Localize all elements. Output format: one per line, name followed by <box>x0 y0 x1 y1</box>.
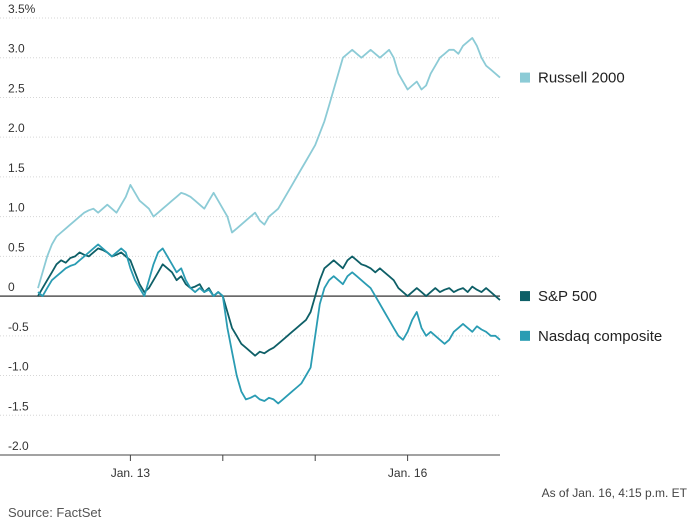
series-line-s-p-500 <box>37 247 501 357</box>
legend-swatch-nasdaq-composite <box>520 330 530 341</box>
y-tick-label: 1.5 <box>8 161 25 175</box>
legend-label-russell-2000: Russell 2000 <box>538 70 625 87</box>
gridlines <box>0 17 500 456</box>
y-tick-label: 2.0 <box>8 121 25 135</box>
legend-swatch-russell-2000 <box>520 72 530 83</box>
x-tick-label: Jan. 13 <box>111 466 151 480</box>
legend: Russell 2000 S&P 500 Nasdaq composite <box>520 70 662 345</box>
legend-label-nasdaq-composite: Nasdaq composite <box>538 328 662 345</box>
legend-label-s-p-500: S&P 500 <box>538 288 597 305</box>
as-of-note: As of Jan. 16, 4:15 p.m. ET <box>541 486 687 500</box>
y-tick-label: 3.5% <box>8 2 36 16</box>
source-note: Source: FactSet <box>8 505 102 520</box>
y-tick-label: -0.5 <box>8 320 29 334</box>
y-tick-label: 0 <box>8 280 15 294</box>
y-axis: 3.5% 3.0 2.5 2.0 1.5 1.0 0.5 0 -0.5 -1.0 -1.5 -2.0 <box>8 2 36 453</box>
x-axis: Jan. 13 Jan. 16 <box>0 454 500 480</box>
series-lines <box>37 37 501 405</box>
y-tick-label: 2.5 <box>8 81 25 95</box>
series-line-nasdaq-composite <box>37 243 501 405</box>
y-tick-label: 1.0 <box>8 201 25 215</box>
y-tick-label: -1.0 <box>8 360 29 374</box>
y-tick-label: 0.5 <box>8 240 25 254</box>
legend-swatch-s-p-500 <box>520 291 530 302</box>
series-line-russell-2000 <box>37 37 501 289</box>
y-tick-label: 3.0 <box>8 42 25 56</box>
x-tick-label: Jan. 16 <box>388 466 428 480</box>
y-tick-label: -1.5 <box>8 399 29 413</box>
y-tick-label: -2.0 <box>8 439 29 453</box>
